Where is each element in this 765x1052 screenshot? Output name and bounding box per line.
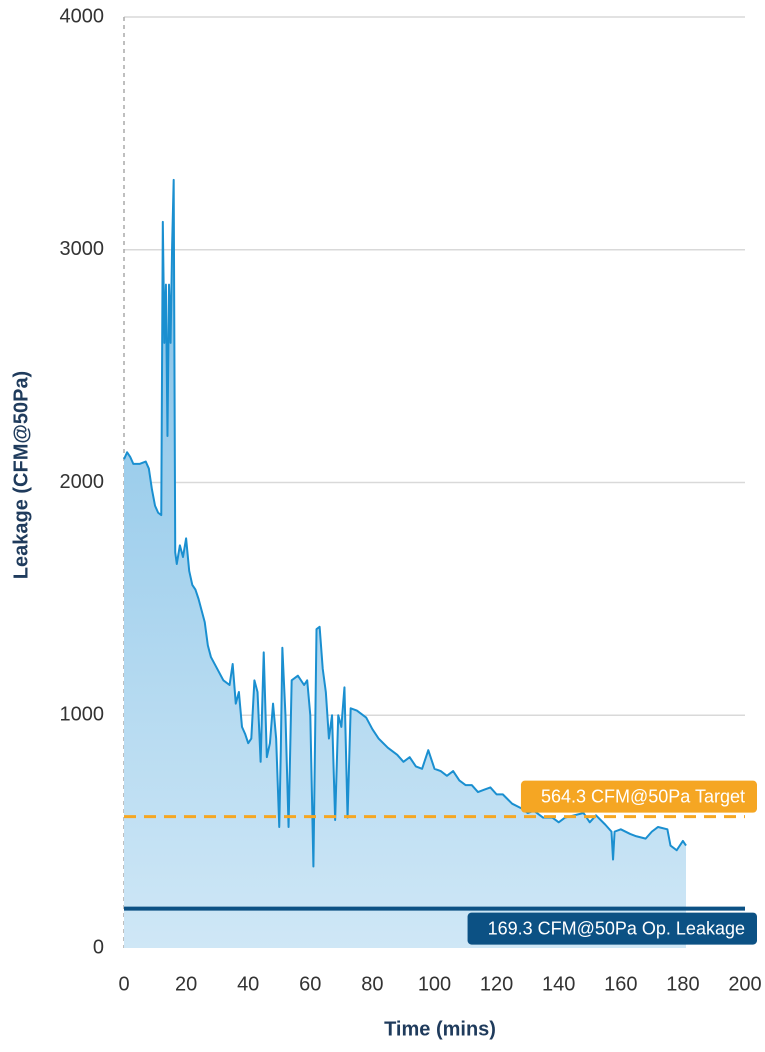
x-axis-title: Time (mins) [384,1018,496,1040]
y-tick-label: 3000 [60,238,105,260]
y-tick-label: 2000 [60,471,105,493]
y-axis-title: Leakage (CFM@50Pa) [10,371,32,579]
reference-label-box [520,780,757,813]
x-tick-label: 200 [728,973,761,995]
x-tick-label: 180 [666,973,699,995]
x-tick-label: 80 [361,973,383,995]
reference-label-box [467,912,757,945]
reference-label: 564.3 CFM@50Pa Target [541,786,745,806]
area-fill [124,179,687,949]
x-tick-label: 140 [542,973,575,995]
y-tick-label: 4000 [60,5,105,27]
y-tick-label: 0 [93,936,104,958]
area-line [123,178,687,868]
x-tick-label: 20 [175,973,197,995]
x-tick-label: 160 [604,973,637,995]
reference-label: 169.3 CFM@50Pa Op. Leakage [488,918,745,938]
x-tick-label: 120 [480,973,513,995]
x-tick-label: 100 [418,973,451,995]
x-tick-label: 0 [118,973,129,995]
y-tick-label: 1000 [60,704,105,726]
x-tick-label: 60 [299,973,321,995]
x-tick-label: 40 [237,973,259,995]
